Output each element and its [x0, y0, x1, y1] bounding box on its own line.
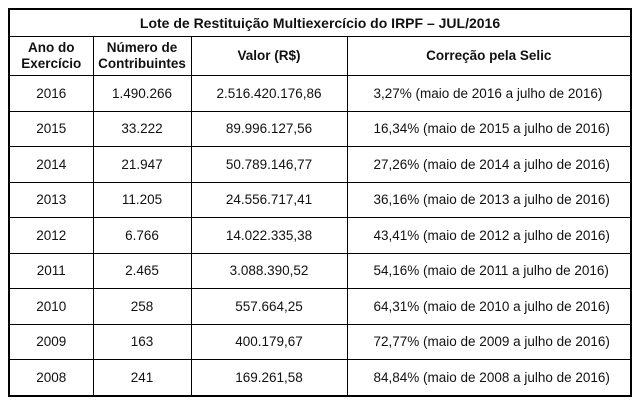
table-body: 2016 1.490.266 2.516.420.176,86 3,27% (maio…: [8, 75, 632, 396]
table-row: 2016 1.490.266 2.516.420.176,86 3,27% (maio…: [8, 75, 632, 112]
cell-numero: 163: [92, 323, 192, 360]
cell-ano: 2010: [8, 288, 94, 325]
cell-numero: 21.947: [92, 146, 192, 183]
cell-ano: 2012: [8, 217, 94, 254]
table-row: 2009 163 400.179,67 72,77% (maio de 2009 a …: [8, 323, 632, 360]
cell-correcao: 64,31% (maio de 2010 a julho de 2016): [346, 288, 632, 325]
table-row: 2015 33.222 89.996.127,56 16,34% (maio de 2…: [8, 110, 632, 147]
header-numero-contribuintes: Número de Contribuintes: [92, 36, 192, 76]
cell-ano: 2011: [8, 252, 94, 289]
cell-numero: 258: [92, 288, 192, 325]
cell-valor: 14.022.335,38: [190, 217, 348, 254]
cell-ano: 2015: [8, 110, 94, 147]
table-row: 2010 258 557.664,25 64,31% (maio de 2010 a …: [8, 288, 632, 325]
table-row: 2014 21.947 50.789.146,77 27,26% (maio de 2…: [8, 146, 632, 183]
cell-correcao: 72,77% (maio de 2009 a julho de 2016): [346, 323, 632, 360]
restituicao-table: Lote de Restituição Multiexercício do IR…: [8, 8, 633, 397]
cell-valor: 24.556.717,41: [190, 181, 348, 218]
cell-numero: 11.205: [92, 181, 192, 218]
table-header-row: Ano do Exercício Número de Contribuintes…: [8, 36, 632, 76]
cell-valor: 169.261,58: [190, 359, 348, 396]
cell-ano: 2016: [8, 75, 94, 112]
cell-correcao: 43,41% (maio de 2012 a julho de 2016): [346, 217, 632, 254]
cell-correcao: 16,34% (maio de 2015 a julho de 2016): [346, 110, 632, 147]
cell-correcao: 54,16% (maio de 2011 a julho de 2016): [346, 252, 632, 289]
cell-valor: 50.789.146,77: [190, 146, 348, 183]
table-row: 2008 241 169.261,58 84,84% (maio de 2008 a …: [8, 359, 632, 396]
cell-ano: 2014: [8, 146, 94, 183]
cell-valor: 3.088.390,52: [190, 252, 348, 289]
cell-numero: 33.222: [92, 110, 192, 147]
cell-numero: 241: [92, 359, 192, 396]
table-title: Lote de Restituição Multiexercício do IR…: [8, 8, 632, 37]
table-row: 2011 2.465 3.088.390,52 54,16% (maio de 201…: [8, 252, 632, 289]
header-ano-exercicio: Ano do Exercício: [8, 36, 94, 76]
table-row: 2013 11.205 24.556.717,41 36,16% (maio de 2…: [8, 181, 632, 218]
cell-numero: 6.766: [92, 217, 192, 254]
cell-valor: 2.516.420.176,86: [190, 75, 348, 112]
header-correcao-selic: Correção pela Selic: [346, 36, 632, 76]
cell-numero: 2.465: [92, 252, 192, 289]
cell-ano: 2013: [8, 181, 94, 218]
cell-valor: 400.179,67: [190, 323, 348, 360]
cell-ano: 2009: [8, 323, 94, 360]
cell-correcao: 84,84% (maio de 2008 a julho de 2016): [346, 359, 632, 396]
cell-ano: 2008: [8, 359, 94, 396]
table-title-row: Lote de Restituição Multiexercício do IR…: [8, 8, 632, 37]
cell-correcao: 36,16% (maio de 2013 a julho de 2016): [346, 181, 632, 218]
cell-valor: 89.996.127,56: [190, 110, 348, 147]
cell-valor: 557.664,25: [190, 288, 348, 325]
cell-numero: 1.490.266: [92, 75, 192, 112]
header-valor: Valor (R$): [190, 36, 348, 76]
cell-correcao: 3,27% (maio de 2016 a julho de 2016): [346, 75, 632, 112]
restituicao-table-container: Lote de Restituição Multiexercício do IR…: [8, 8, 633, 402]
table-row: 2012 6.766 14.022.335,38 43,41% (maio de 20…: [8, 217, 632, 254]
cell-correcao: 27,26% (maio de 2014 a julho de 2016): [346, 146, 632, 183]
